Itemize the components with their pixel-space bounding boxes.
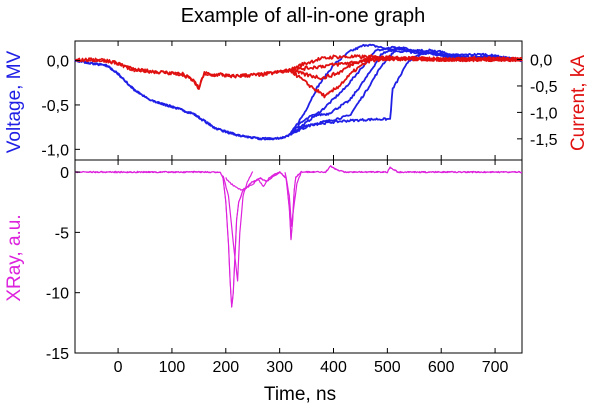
xray-series-branch [222, 171, 254, 282]
y-right-tick-label: 0,0 [530, 53, 552, 70]
y-tick-label: -1,0 [41, 142, 69, 159]
current-series-branch [289, 55, 523, 73]
x-tick-label: 200 [212, 359, 239, 376]
y-tick-label: 0 [60, 165, 69, 182]
y-right-tick-label: -0,5 [530, 79, 558, 96]
x-tick-label: 100 [159, 359, 186, 376]
x-tick-label: 300 [266, 359, 293, 376]
x-tick-label: 700 [482, 359, 509, 376]
current-axis-label: Current, kA [568, 55, 589, 151]
y-right-tick-label: -1,0 [530, 105, 558, 122]
top-panel-ticks: 0,0 -0,5 -1,0 0,0 -0,5 -1,0 -1,5 [41, 53, 557, 160]
xray-series-line [74, 165, 523, 308]
bottom-panel-series [74, 165, 523, 308]
x-tick-label: 600 [428, 359, 455, 376]
xray-series-line [74, 165, 523, 308]
y-tick-label: -15 [46, 346, 69, 363]
x-tick-label: 400 [320, 359, 347, 376]
x-tick-label: 500 [374, 359, 401, 376]
x-axis-label: Time, ns [264, 384, 336, 405]
current-series-line [74, 57, 292, 90]
xray-series-branch [225, 171, 280, 191]
y-tick-label: -5 [55, 225, 69, 242]
voltage-series-branch [290, 46, 523, 135]
y-tick-label: 0,0 [47, 54, 69, 71]
chart-title: Example of all-in-one graph [181, 5, 426, 27]
xray-series-branch [284, 171, 302, 227]
top-panel-series [74, 43, 523, 141]
xray-axis-label: XRay, a.u. [4, 214, 25, 301]
y-tick-label: -10 [46, 286, 69, 303]
voltage-series-line [74, 58, 291, 141]
x-axis-ticks: 0 100 200 300 400 500 600 700 [114, 41, 509, 376]
voltage-axis-label: Voltage, MV [4, 50, 25, 153]
y-right-tick-label: -1,5 [530, 132, 558, 149]
x-tick-label: 0 [114, 359, 123, 376]
bottom-panel-ticks: 0 -5 -10 -15 [46, 165, 80, 363]
bottom-panel-frame [74, 159, 523, 354]
y-tick-label: -0,5 [41, 98, 69, 115]
